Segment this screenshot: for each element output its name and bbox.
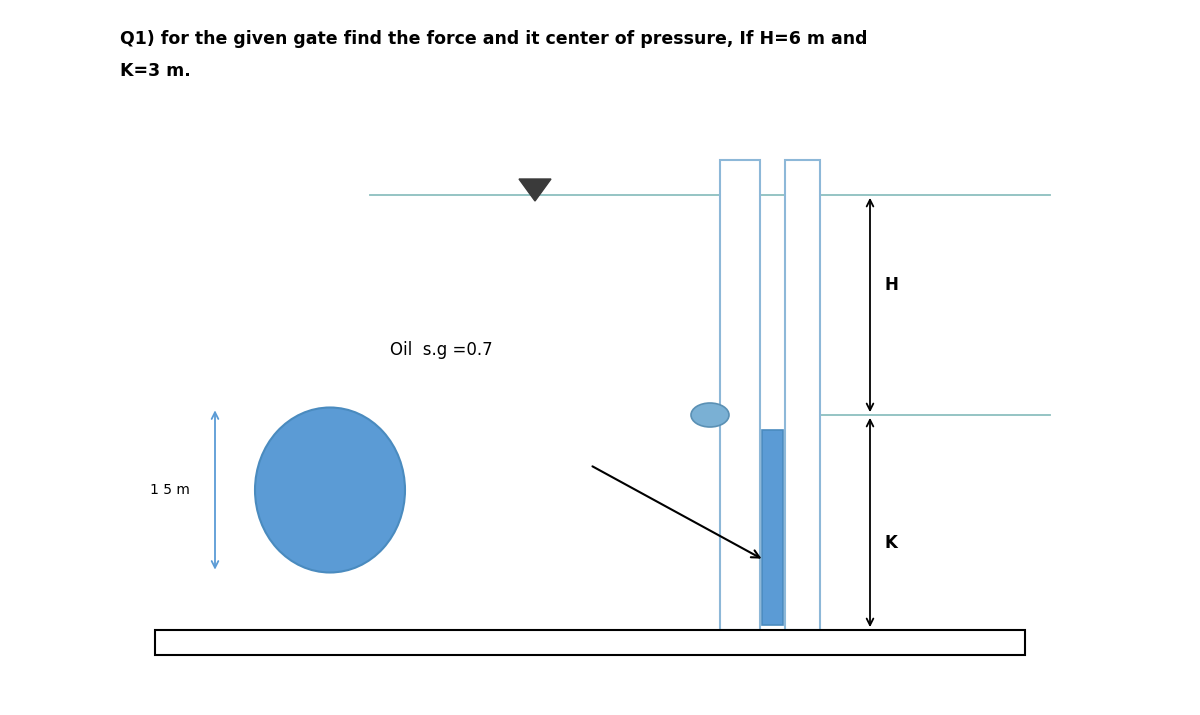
Bar [762,430,784,625]
Bar [720,160,760,630]
Text: K=3 m.: K=3 m. [120,62,191,80]
Text: H: H [886,276,899,294]
Text: K: K [886,533,898,551]
Ellipse shape [256,408,406,573]
Bar [155,630,1025,655]
Bar [785,160,820,630]
Ellipse shape [691,403,730,427]
Text: Q1) for the given gate find the force and it center of pressure, If H=6 m and: Q1) for the given gate find the force an… [120,30,868,48]
Text: 1 5 m: 1 5 m [150,483,190,497]
Polygon shape [520,179,551,201]
Text: Oil  s.g =0.7: Oil s.g =0.7 [390,341,493,359]
